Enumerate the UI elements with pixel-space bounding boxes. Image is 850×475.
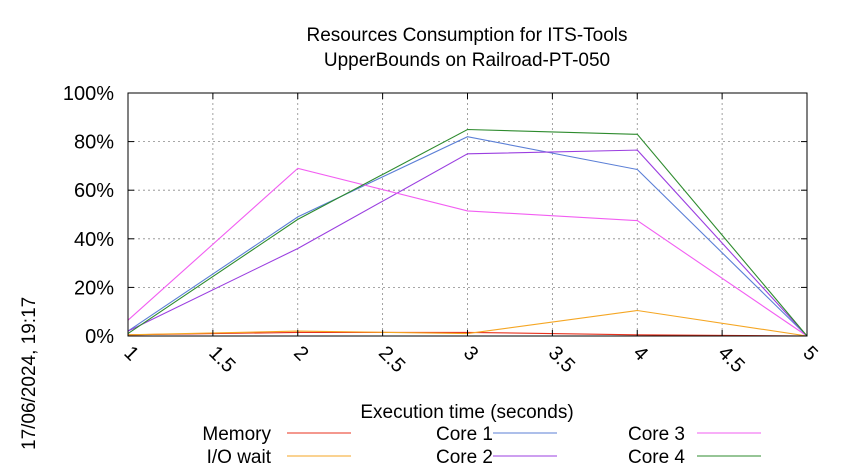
x-tick-label: 3 [459, 342, 482, 365]
series-layer [127, 128, 808, 337]
chart-title-line-1: Resources Consumption for ITS-Tools [306, 25, 627, 46]
series-line-core-2 [127, 149, 808, 337]
legend-label-core-4: Core 4 [628, 447, 685, 468]
chart-title-line-2: UpperBounds on Railroad-PT-050 [324, 50, 610, 71]
y-tick-label: 0% [85, 326, 114, 348]
x-tick-labels: 1 1.5 2 2.5 3 3.5 4 4.5 5 [119, 93, 822, 377]
y-tick-label: 20% [74, 277, 114, 299]
x-tick-label: 5 [798, 342, 821, 365]
y-tick-labels: 0% 20% 40% 60% 80% 100% [63, 83, 807, 348]
x-axis-label: Execution time (seconds) [360, 402, 573, 423]
x-tick-label: 2 [289, 342, 312, 365]
y-tick-label: 100% [63, 83, 114, 105]
x-tick-label: 3.5 [544, 342, 579, 377]
series-line-core-4 [127, 128, 808, 337]
x-tick-label: 1.5 [204, 342, 239, 377]
y-tick-label: 80% [74, 132, 114, 154]
series-line-core-1 [127, 136, 808, 337]
timestamp-label: 17/06/2024, 19:17 [19, 297, 40, 450]
legend-label-i-o-wait: I/O wait [207, 447, 272, 468]
grid-layer [128, 93, 807, 336]
x-tick-label: 2.5 [374, 342, 409, 377]
legend-label-core-1: Core 1 [436, 424, 493, 445]
series-line-core-3 [127, 167, 808, 337]
legend-label-core-3: Core 3 [628, 424, 685, 445]
legend-label-memory: Memory [202, 424, 271, 445]
x-tick-label: 4 [629, 342, 652, 365]
x-tick-label: 4.5 [714, 342, 749, 377]
legend-label-core-2: Core 2 [436, 447, 493, 468]
x-tick-label: 1 [119, 342, 142, 365]
y-tick-label: 40% [74, 229, 114, 251]
y-tick-label: 60% [74, 180, 114, 202]
